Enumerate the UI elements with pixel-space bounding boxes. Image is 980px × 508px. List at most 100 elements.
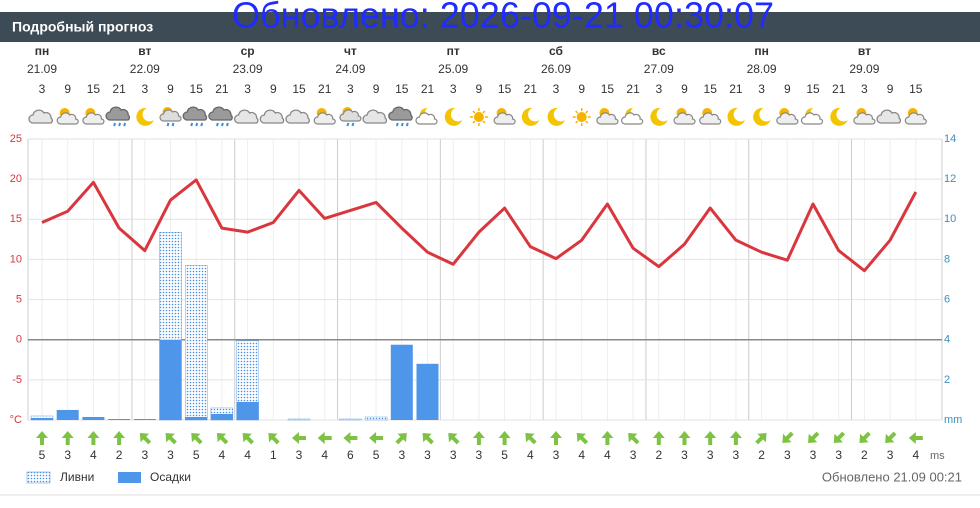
weather-icon	[182, 106, 208, 127]
hour: 3	[861, 82, 868, 96]
wind-speed: 4	[321, 448, 328, 462]
wind-speed: 4	[604, 448, 611, 462]
wind-arrow	[652, 431, 665, 445]
weather-icon	[233, 109, 259, 124]
weather-icon	[699, 107, 722, 125]
hour: 3	[141, 82, 148, 96]
wind-arrow	[525, 433, 537, 445]
weather-icon	[28, 109, 53, 124]
y2-tick-label: 14	[944, 133, 956, 145]
y-tick-label: -5	[12, 374, 22, 386]
weather-icon	[159, 106, 182, 127]
shower-bar	[364, 416, 388, 421]
wind-speed: 3	[681, 448, 688, 462]
temperature-line	[41, 178, 918, 273]
wind-speed: 2	[116, 448, 123, 462]
wind-arrow	[216, 433, 229, 445]
weather-icon	[444, 107, 463, 126]
weather-icon	[259, 109, 285, 124]
precip-bar	[56, 409, 79, 420]
hour: 9	[373, 82, 380, 96]
precip-bar	[210, 413, 233, 420]
weather-icon	[800, 107, 824, 125]
wind-arrow	[292, 432, 306, 444]
weather-icon	[776, 107, 799, 125]
weekday: вт	[138, 44, 151, 58]
wind-arrow	[369, 432, 384, 444]
wind-arrow	[268, 433, 280, 445]
y2-tick-label: 8	[944, 253, 950, 265]
hour: 15	[909, 82, 923, 96]
date: 24.09	[335, 62, 365, 76]
precip-bar	[416, 363, 439, 420]
wind-speed: 3	[450, 448, 457, 462]
wind-speed: 4	[527, 448, 534, 462]
legend-swatch-showers	[26, 471, 51, 484]
hour: 3	[347, 82, 354, 96]
precip-bar	[185, 416, 208, 420]
hour: 21	[524, 82, 538, 96]
weather-icon	[362, 109, 388, 124]
weather-icon	[727, 107, 745, 126]
hour: 15	[806, 82, 820, 96]
y-tick-label: 25	[10, 133, 22, 145]
wind-arrow	[448, 433, 460, 445]
weather-icon	[904, 107, 927, 125]
weather-icon	[469, 107, 489, 127]
weather-icon	[596, 107, 619, 125]
hour: 9	[887, 82, 894, 96]
weather-icon	[493, 107, 516, 125]
wind-arrow	[885, 431, 897, 443]
wind-speed: 3	[733, 448, 740, 462]
wind-speed: 1	[270, 448, 277, 462]
wind-arrow	[36, 431, 48, 445]
weekday: пн	[35, 44, 50, 58]
wind-speed: 3	[553, 448, 560, 462]
precip-bar	[390, 344, 413, 420]
hour: 9	[64, 82, 71, 96]
date: 23.09	[233, 62, 263, 76]
wind-arrow	[729, 431, 742, 445]
y2-tick-label: 4	[944, 334, 950, 346]
hour: 21	[318, 82, 332, 96]
wind-arrow	[808, 431, 820, 443]
weather-icon	[136, 107, 154, 126]
date: 25.09	[438, 62, 468, 76]
weather-icons	[28, 106, 927, 127]
wind-arrow	[343, 432, 358, 444]
shower-bar	[339, 418, 362, 421]
y2-tick-label: 12	[944, 173, 956, 185]
wind-arrow	[833, 431, 846, 443]
hour: 21	[729, 82, 743, 96]
wind-arrow	[242, 433, 254, 445]
wind-arrow	[628, 433, 640, 445]
hour: 15	[190, 82, 204, 96]
wind-speed: 3	[141, 448, 148, 462]
wind-speed: 3	[630, 448, 637, 462]
wind-speed: 2	[861, 448, 868, 462]
hour: 9	[784, 82, 791, 96]
wind-arrow	[498, 431, 511, 445]
shower-bar	[184, 265, 208, 421]
y-tick-label: 0	[16, 334, 22, 346]
date: 28.09	[747, 62, 777, 76]
wind-arrow	[87, 431, 100, 445]
wind-speed: 4	[912, 448, 919, 462]
wind-speed: 3	[887, 448, 894, 462]
hour: 15	[704, 82, 718, 96]
hour: 9	[681, 82, 688, 96]
hour: 21	[421, 82, 435, 96]
wind-speed: 3	[296, 448, 303, 462]
precip-bar	[31, 417, 53, 420]
wind-arrow	[755, 433, 767, 445]
plot: пн 21.09 вт 22.09 ср 23.09 чт 24.09 пт 25.09 сб 26.…	[10, 44, 963, 426]
weather-icon	[387, 106, 414, 127]
date: 26.09	[541, 62, 571, 76]
hour: 21	[626, 82, 640, 96]
wind-speed: 3	[810, 448, 817, 462]
y-tick-label: 10	[10, 253, 22, 265]
wind-arrow	[678, 431, 691, 445]
wind-arrow	[550, 431, 562, 445]
